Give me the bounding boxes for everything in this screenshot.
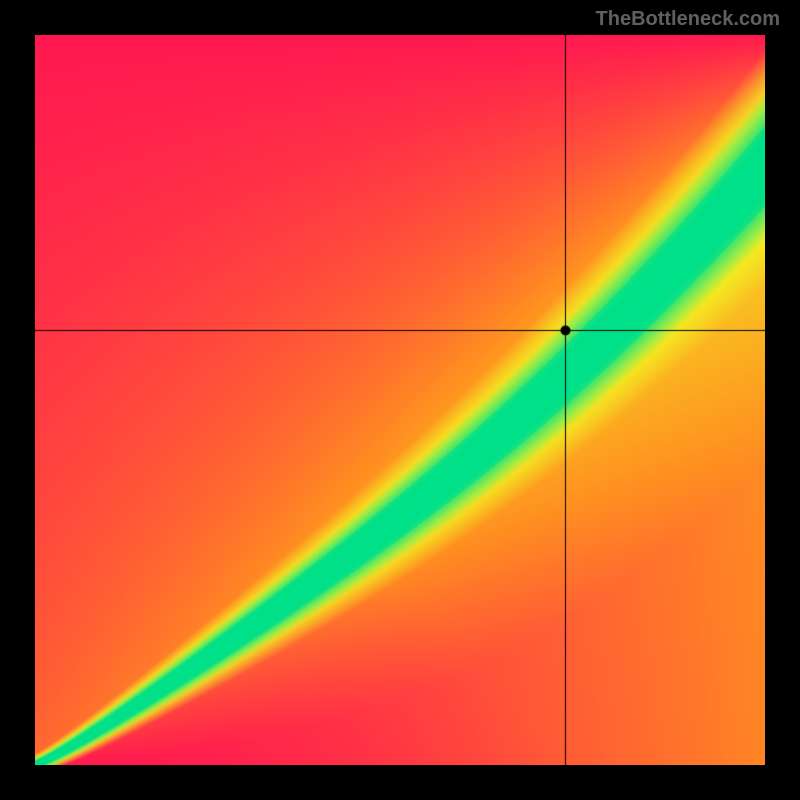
watermark-text: TheBottleneck.com — [596, 8, 780, 31]
bottleneck-heatmap — [35, 35, 765, 765]
heatmap-canvas — [35, 35, 765, 765]
